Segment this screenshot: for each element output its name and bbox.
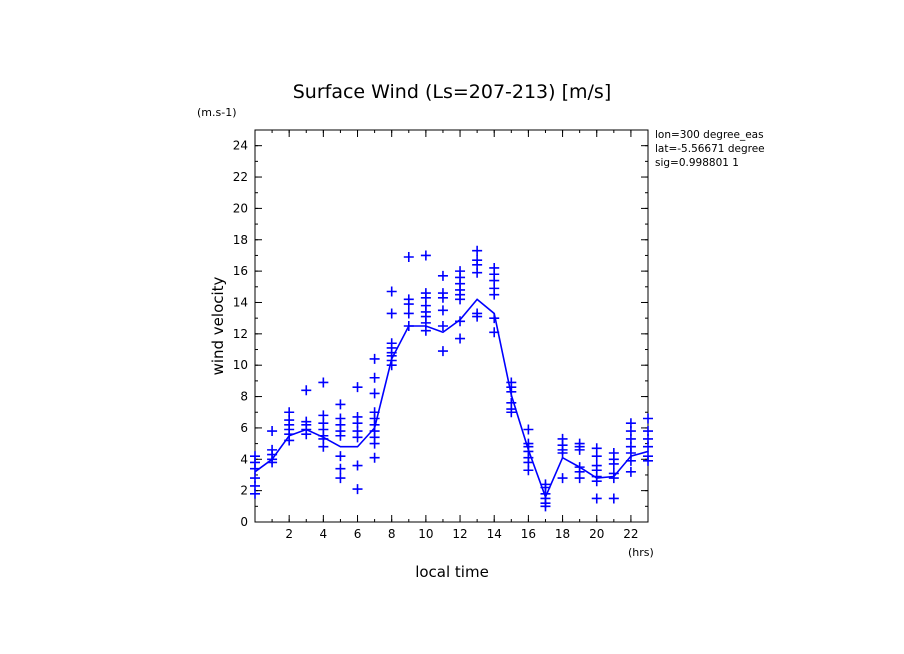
sample-point: [352, 460, 363, 471]
sample-point: [608, 493, 619, 504]
y-tick-label: 16: [233, 264, 248, 278]
sample-point: [523, 424, 534, 435]
sample-point: [369, 438, 380, 449]
sample-point: [455, 316, 466, 327]
sample-point: [301, 429, 312, 440]
sample-point: [335, 463, 346, 474]
sample-point: [420, 250, 431, 261]
sample-point: [557, 448, 568, 459]
x-tick-label: 16: [521, 527, 536, 541]
y-tick-label: 4: [240, 452, 248, 466]
y-tick-label: 14: [233, 295, 248, 309]
sample-point: [574, 473, 585, 484]
sample-point: [250, 488, 260, 499]
plot-frame: [254, 129, 649, 523]
sample-point: [455, 294, 466, 305]
sample-point: [437, 292, 448, 303]
y-tick-label: 0: [240, 515, 248, 529]
sample-point: [369, 353, 380, 364]
sample-point: [643, 413, 653, 424]
sample-point: [437, 305, 448, 316]
data-marks: [250, 245, 653, 512]
sample-point: [403, 308, 414, 319]
sample-point: [267, 426, 278, 437]
sample-point: [472, 311, 483, 322]
sample-point: [643, 455, 653, 466]
y-tick-label: 22: [233, 170, 248, 184]
x-axis-title: local time: [415, 563, 489, 581]
sample-point: [523, 465, 534, 476]
sample-point: [301, 385, 312, 396]
mean-line: [254, 298, 649, 500]
x-tick-label: 20: [589, 527, 604, 541]
sample-point: [608, 473, 619, 484]
sample-point: [369, 372, 380, 383]
sample-point: [574, 444, 585, 455]
sample-point: [335, 399, 346, 410]
y-tick-label: 12: [233, 327, 248, 341]
sample-point: [352, 382, 363, 393]
sample-point: [437, 321, 448, 331]
sample-point: [335, 451, 346, 462]
sample-point: [455, 333, 466, 344]
sample-point: [386, 286, 397, 297]
y-tick-label: 18: [233, 233, 248, 247]
sample-point: [472, 245, 483, 256]
sample-point: [557, 473, 568, 484]
sample-point: [403, 252, 414, 263]
x-tick-label: 22: [623, 527, 638, 541]
x-tick-label: 6: [354, 527, 362, 541]
info-line-sig: sig=0.998801 1: [655, 157, 739, 169]
y-tick-label: 20: [233, 201, 248, 215]
sample-point: [352, 484, 363, 495]
sample-point: [369, 388, 380, 399]
x-tick-label: 10: [418, 527, 433, 541]
sample-point: [437, 270, 448, 281]
sample-point: [591, 451, 602, 462]
sample-point: [489, 289, 500, 300]
sample-point: [335, 473, 346, 484]
sample-point: [506, 407, 517, 418]
sample-point: [352, 432, 363, 443]
sample-point: [335, 430, 346, 441]
y-tick-label: 10: [233, 358, 248, 372]
sample-point: [472, 267, 483, 278]
sample-point: [403, 299, 414, 310]
sample-point: [369, 452, 380, 463]
x-unit-label: (hrs): [628, 546, 654, 559]
y-unit-label: (m.s-1): [197, 106, 237, 119]
sample-point: [420, 325, 431, 336]
y-tick-label: 24: [233, 139, 248, 153]
info-line-lon: lon=300 degree_eas: [655, 129, 764, 141]
y-tick-label: 6: [240, 421, 248, 435]
y-tick-label: 2: [240, 484, 248, 498]
chart-title: Surface Wind (Ls=207-213) [m/s]: [293, 81, 612, 103]
info-block: lon=300 degree_eas lat=-5.56671 degree s…: [655, 129, 765, 169]
x-tick-label: 4: [320, 527, 328, 541]
x-tick-label: 18: [555, 527, 570, 541]
x-tick-label: 14: [487, 527, 502, 541]
x-tick-label: 2: [285, 527, 293, 541]
y-tick-label: 8: [240, 390, 248, 404]
sample-point: [437, 346, 448, 357]
x-tick-label: 12: [452, 527, 467, 541]
x-tick-label: 8: [388, 527, 396, 541]
sample-point: [608, 458, 619, 469]
sample-point: [318, 377, 329, 388]
sample-point: [625, 466, 636, 477]
info-line-lat: lat=-5.56671 degree: [655, 143, 765, 155]
sample-point: [540, 501, 551, 512]
sample-point: [591, 493, 602, 504]
sample-point: [318, 441, 329, 452]
y-axis-title: wind velocity: [209, 276, 227, 375]
sample-point: [386, 308, 397, 319]
sample-point: [643, 441, 653, 452]
